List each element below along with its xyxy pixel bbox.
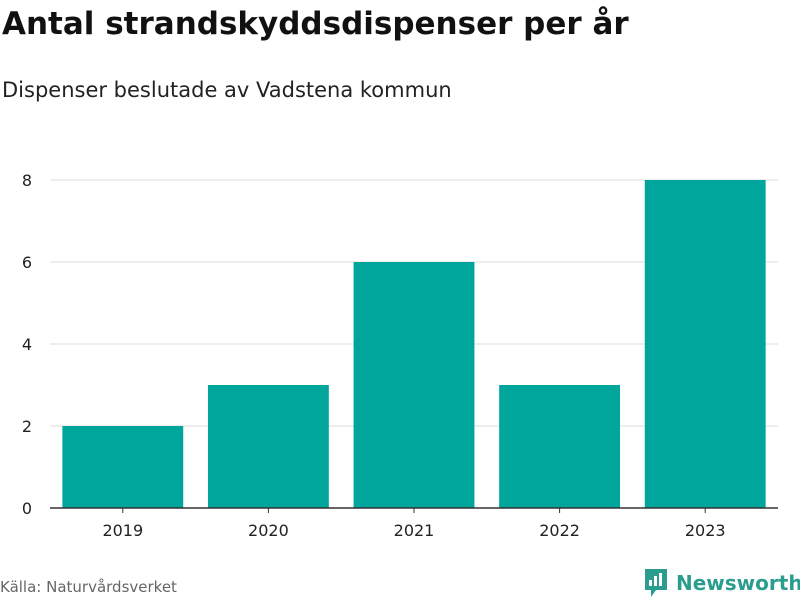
bar-2019 bbox=[62, 426, 184, 508]
bar-2022 bbox=[499, 385, 621, 508]
x-tick-label: 2021 bbox=[394, 521, 435, 540]
x-tick-label: 2020 bbox=[248, 521, 289, 540]
x-tick-label: 2022 bbox=[539, 521, 580, 540]
brand-logo: Newsworthy bbox=[644, 568, 800, 598]
bar-2021 bbox=[353, 262, 475, 508]
x-tick-label: 2023 bbox=[685, 521, 726, 540]
source-note: Källa: Naturvårdsverket bbox=[0, 578, 177, 596]
x-tick-label: 2019 bbox=[102, 521, 143, 540]
chart-subtitle: Dispenser beslutade av Vadstena kommun bbox=[2, 78, 452, 102]
y-tick-label: 0 bbox=[22, 499, 32, 518]
brand-name: Newsworthy bbox=[676, 571, 800, 595]
bar-2023 bbox=[644, 180, 766, 508]
chart-title: Antal strandskyddsdispenser per år bbox=[2, 6, 629, 42]
bar-2020 bbox=[207, 385, 329, 508]
y-tick-label: 8 bbox=[22, 171, 32, 190]
y-tick-label: 4 bbox=[22, 335, 32, 354]
y-tick-label: 2 bbox=[22, 417, 32, 436]
newsworthy-logo-icon bbox=[645, 569, 667, 597]
y-tick-label: 6 bbox=[22, 253, 32, 272]
bars bbox=[62, 180, 766, 508]
y-axis-ticks: 0 2 4 6 8 bbox=[22, 171, 32, 518]
x-axis-ticks: 2019 2020 2021 2022 2023 bbox=[102, 508, 726, 540]
